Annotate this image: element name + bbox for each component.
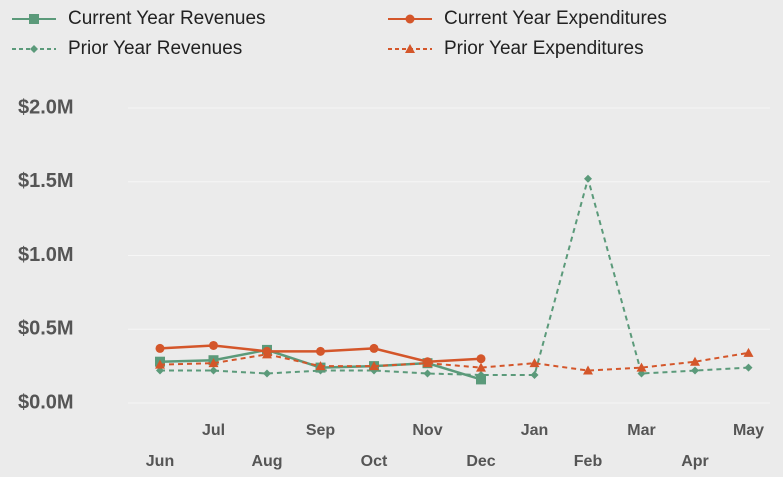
x-tick-label: Nov [412, 422, 442, 439]
y-tick-label: $1.0M [18, 244, 74, 266]
series-line [159, 351, 749, 372]
x-tick-label: Jun [146, 453, 174, 470]
marker [477, 370, 485, 379]
x-tick-label: Apr [681, 453, 709, 470]
marker [422, 358, 433, 368]
marker [155, 343, 165, 353]
x-tick-label: Sep [306, 422, 336, 439]
marker [744, 363, 753, 372]
marker [691, 366, 699, 375]
marker [636, 362, 647, 372]
legend-label: Prior Year Revenues [68, 38, 242, 59]
y-tick-label: $2.0M [18, 96, 74, 118]
legend-label: Current Year Expenditures [444, 8, 667, 29]
legend-label: Current Year Revenues [68, 8, 266, 29]
x-tick-label: Oct [361, 453, 388, 470]
x-tick-label: Jul [202, 422, 225, 439]
y-tick-label: $0.0M [18, 391, 74, 413]
marker [530, 370, 539, 379]
marker [316, 346, 325, 356]
marker [208, 358, 219, 368]
x-tick-label: Dec [466, 453, 495, 470]
marker [315, 361, 326, 371]
x-tick-label: Jan [521, 422, 549, 439]
x-tick-label: May [733, 422, 764, 439]
marker [476, 362, 486, 372]
marker [690, 356, 700, 366]
marker [155, 359, 165, 369]
legend-label: Prior Year Expenditures [444, 38, 644, 59]
marker [209, 366, 218, 375]
marker [583, 365, 593, 375]
marker [263, 369, 271, 378]
marker [209, 340, 218, 350]
marker [369, 361, 379, 371]
y-tick-label: $0.5M [18, 318, 74, 340]
y-tick-label: $1.5M [18, 170, 74, 192]
marker [369, 343, 379, 353]
marker [423, 369, 432, 378]
marker [743, 347, 754, 357]
legend-marker [29, 14, 39, 24]
x-tick-label: Aug [251, 453, 282, 470]
legend-marker [30, 45, 38, 53]
marker [476, 374, 486, 385]
series-line [160, 175, 749, 376]
x-tick-label: Feb [574, 453, 603, 470]
marker [529, 358, 540, 368]
marker [476, 354, 486, 364]
x-tick-label: Mar [627, 422, 655, 439]
marker [262, 349, 272, 359]
legend-marker [405, 44, 415, 53]
legend-marker [405, 14, 415, 24]
marker [584, 174, 592, 183]
